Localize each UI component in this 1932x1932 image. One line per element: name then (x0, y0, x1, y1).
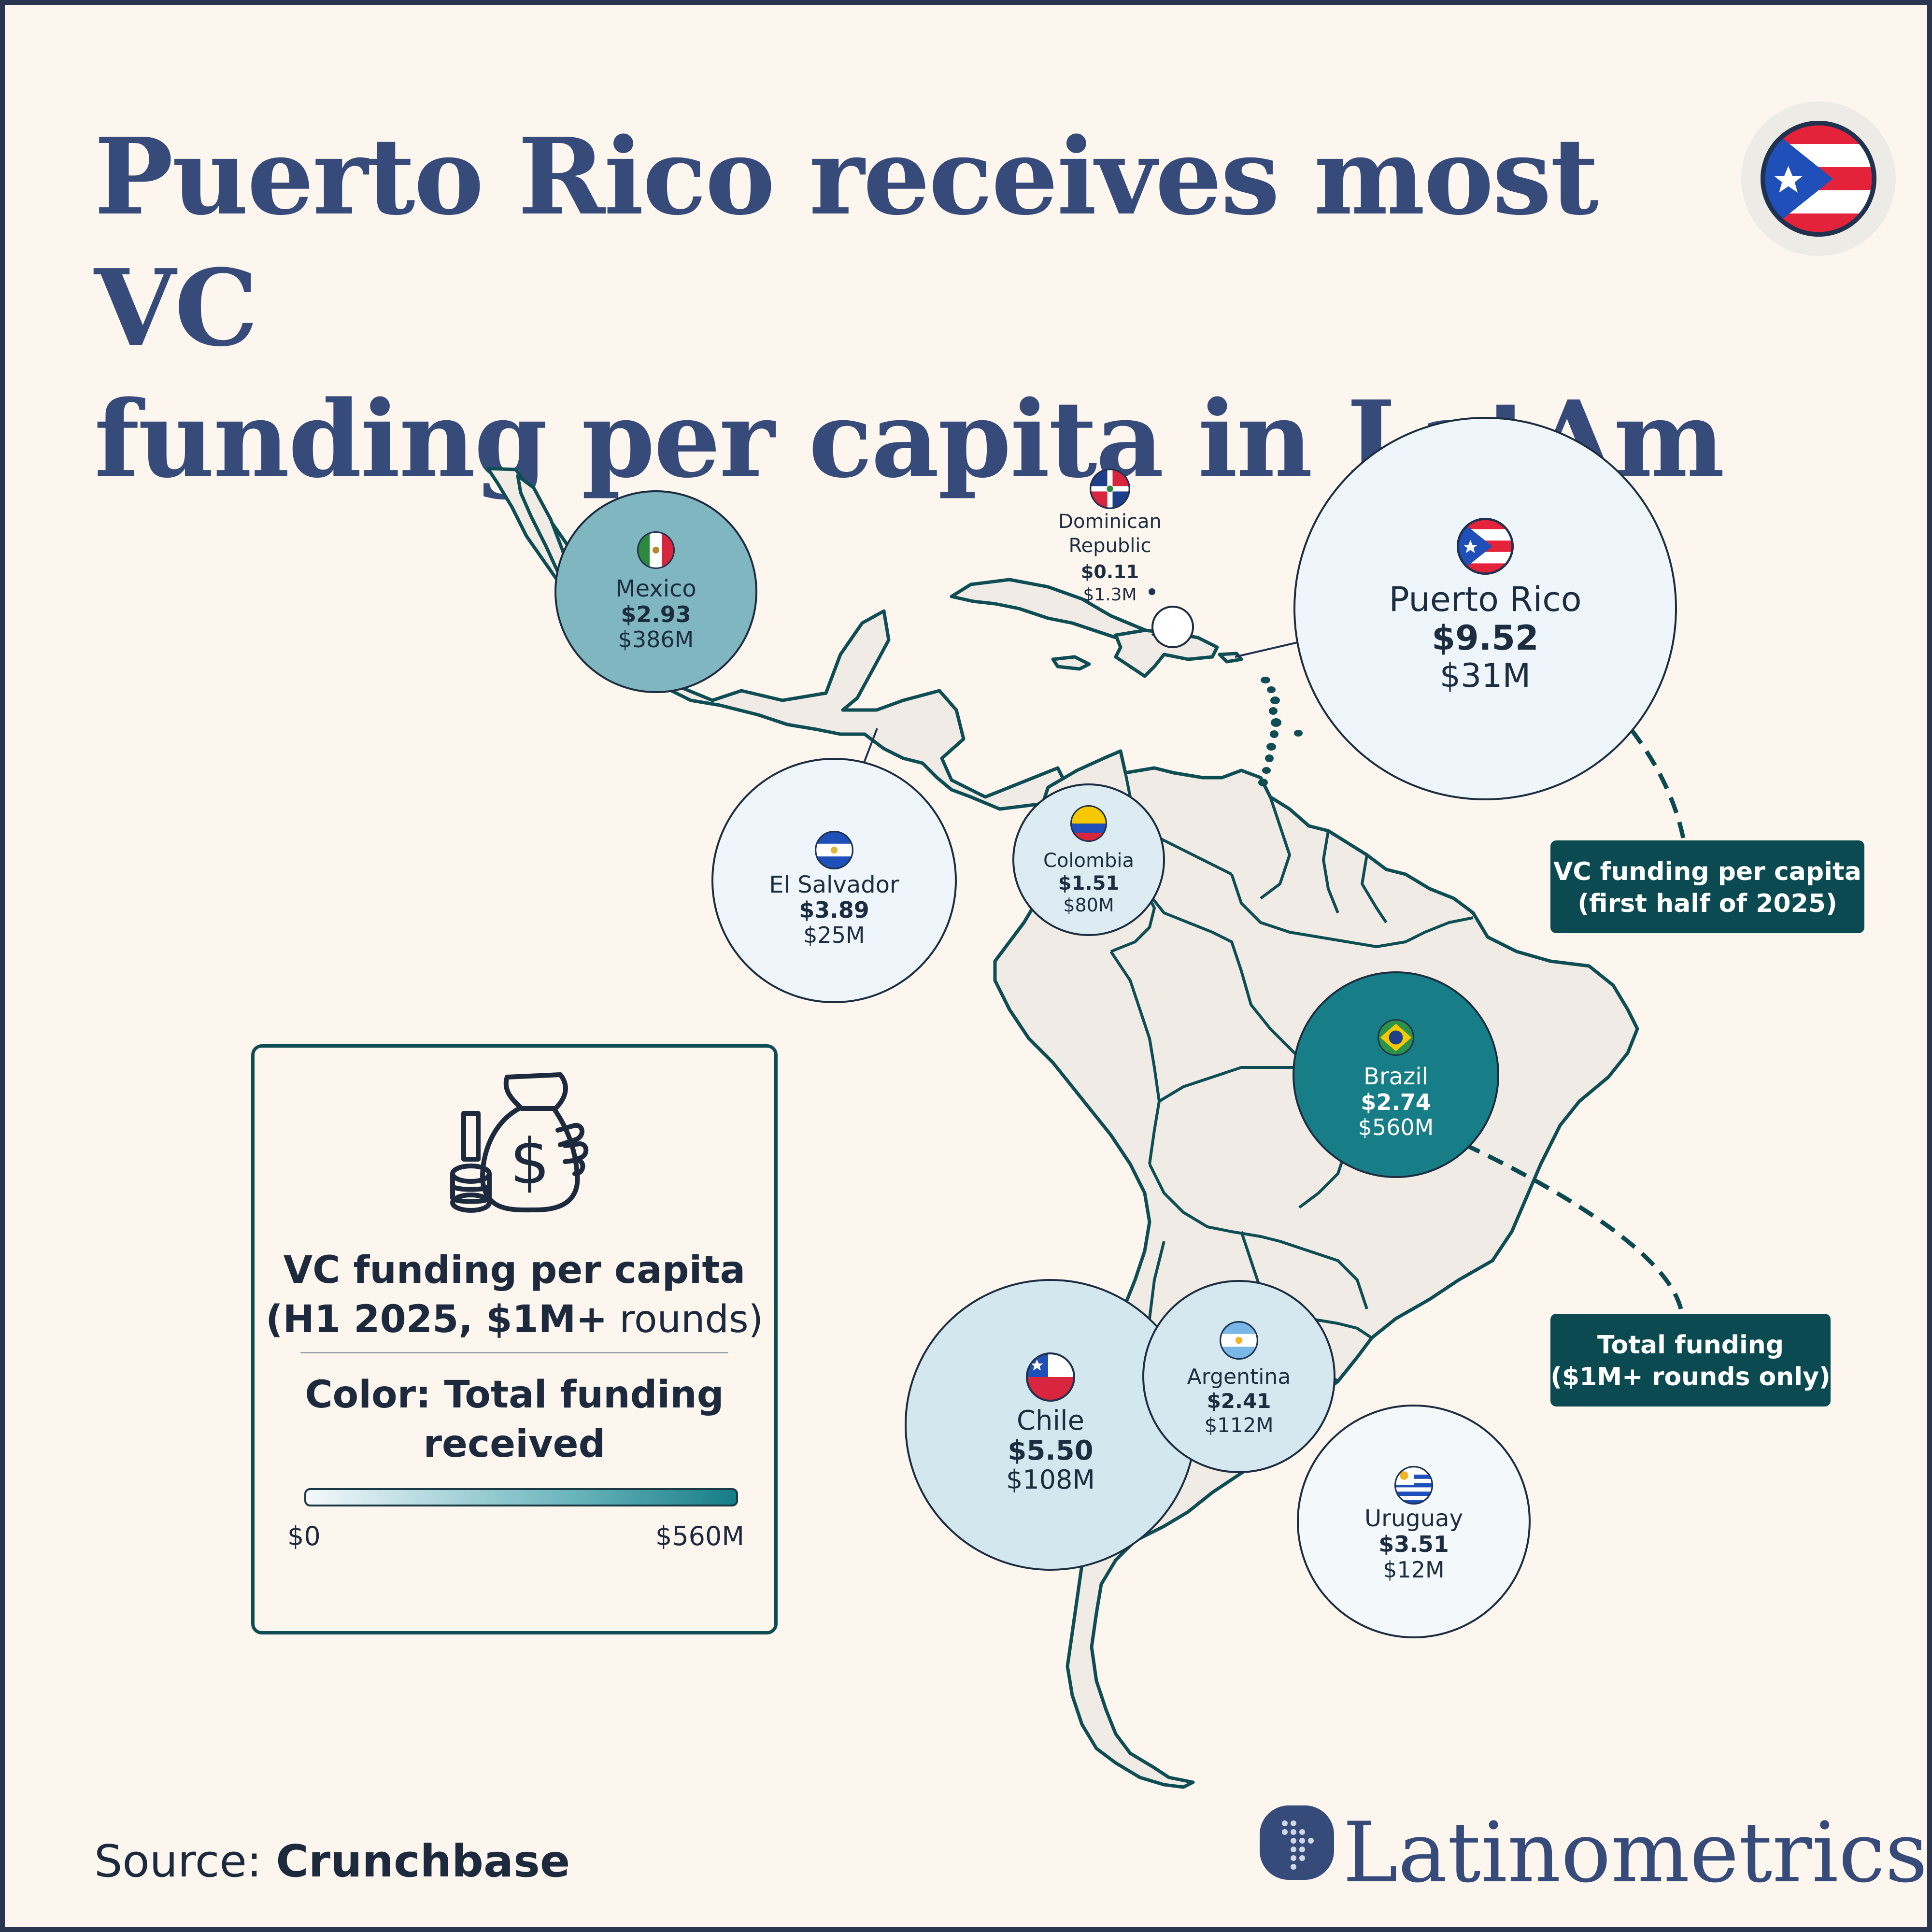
colombia-flag-icon (1070, 805, 1107, 842)
bubble-dominican-republic[interactable]: Dominican Republic $0.11 $1.3M (1058, 469, 1194, 648)
color-scale-min: $0 (287, 1521, 321, 1551)
bubble-uruguay[interactable]: Uruguay $3.51 $12M (1297, 1405, 1531, 1638)
bubble-per-capita: $1.51 (1058, 872, 1120, 895)
dr-name-line-2: Republic (1069, 535, 1151, 557)
per-capita-callout-line-2: (first half of 2025) (1577, 889, 1837, 918)
country-bubbles: Puerto Rico $9.52 $31M Mexico $2.93 $386… (554, 417, 1677, 1638)
bubble-total: $386M (618, 626, 694, 653)
puerto-rico-land (1218, 652, 1243, 664)
bubble-per-capita: $5.50 (1008, 1435, 1093, 1466)
argentina-flag-icon (1220, 1321, 1258, 1360)
dr-per-capita: $0.11 (1081, 561, 1139, 582)
bubble-argentina[interactable]: Argentina $2.41 $112M (1142, 1280, 1335, 1473)
dominican-republic-flag-icon (1090, 469, 1130, 509)
puerto-rico-flag-icon (1761, 121, 1876, 237)
bubble-brazil[interactable]: Brazil $2.74 $560M (1293, 971, 1499, 1178)
bubble-total: $25M (803, 922, 865, 948)
legend-title-main: VC funding per capita (283, 1249, 746, 1292)
total-funding-arrow (1430, 1127, 1683, 1310)
bubble-mexico[interactable]: Mexico $2.93 $386M (554, 490, 757, 693)
bubble-colombia[interactable]: Colombia $1.51 $80M (1012, 783, 1165, 936)
bubble-name: El Salvador (769, 871, 899, 898)
per-capita-callout-line-1: VC funding per capita (1553, 857, 1861, 886)
per-capita-callout: VC funding per capita (first half of 202… (1550, 840, 1864, 933)
bubble-per-capita: $3.89 (799, 897, 869, 923)
bubble-total: $108M (1006, 1464, 1095, 1495)
bubble-total: $80M (1063, 895, 1114, 916)
title-line-1: Puerto Rico receives most VC (94, 115, 1599, 370)
bubble-name: Mexico (615, 575, 696, 602)
bubble-total: $112M (1204, 1413, 1273, 1437)
bubble-name: Brazil (1364, 1063, 1428, 1090)
bubble-total: $12M (1383, 1557, 1445, 1583)
bubble-total: $560M (1358, 1114, 1434, 1140)
legend-color-label: Color: Total funding received (255, 1370, 774, 1469)
infographic: Puerto Rico receives most VC funding per… (5, 5, 1927, 1927)
money-bag-icon: $ (450, 1072, 589, 1213)
header-flag-badge (1741, 101, 1896, 256)
color-scale-bar (304, 1488, 738, 1506)
bubble-name: Chile (1017, 1405, 1084, 1436)
dr-name-line-1: Dominican (1058, 511, 1162, 533)
bubble-per-capita: $3.51 (1378, 1531, 1449, 1557)
bubble-puerto-rico[interactable]: Puerto Rico $9.52 $31M (1293, 417, 1677, 800)
total-funding-callout-line-1: Total funding (1597, 1331, 1784, 1360)
source-credit: Source: Crunchbase (94, 1835, 570, 1887)
source-name: Crunchbase (276, 1835, 570, 1887)
bubble-name: Colombia (1043, 850, 1134, 872)
bubble-el-salvador[interactable]: El Salvador $3.89 $25M (711, 758, 957, 1003)
mexico-flag-icon (637, 531, 675, 569)
bubble-name: Puerto Rico (1389, 580, 1581, 619)
svg-text:$: $ (510, 1125, 550, 1198)
bubble-chile[interactable]: Chile $5.50 $108M (905, 1279, 1196, 1571)
bubble-name: Uruguay (1364, 1505, 1463, 1532)
legend-title: VC funding per capita (H1 2025, $1M+ rou… (255, 1246, 774, 1344)
jamaica-land (1051, 655, 1091, 671)
latinometrics-logo-icon (1260, 1805, 1334, 1880)
legend-color-line-1: Color: Total funding (305, 1373, 724, 1417)
brazil-flag-icon (1378, 1019, 1414, 1056)
latam-map: Puerto Rico $9.52 $31M Mexico $2.93 $386… (450, 101, 1896, 1789)
bubble-name: Argentina (1187, 1364, 1291, 1389)
total-funding-callout-line-2: ($1M+ rounds only) (1550, 1363, 1831, 1392)
latinometrics-brand: Latinometrics (1343, 1804, 1927, 1901)
chile-flag-icon (1026, 1352, 1075, 1402)
el-salvador-flag-icon (815, 831, 853, 869)
bubble-per-capita: $2.41 (1207, 1389, 1271, 1413)
bubble-per-capita: $9.52 (1432, 618, 1538, 658)
puerto-rico-flag-icon (1457, 518, 1514, 575)
bubble-per-capita: $2.93 (621, 601, 691, 627)
source-label: Source: (94, 1835, 276, 1887)
dr-total: $1.3M (1083, 585, 1136, 605)
color-scale-max: $560M (655, 1521, 744, 1551)
legend-subtitle-open: (H1 2025, (265, 1298, 486, 1341)
dominican-republic-marker (1149, 588, 1155, 595)
legend-divider (300, 1352, 728, 1353)
legend-color-line-2: received (423, 1422, 606, 1466)
lesser-antilles (1258, 677, 1303, 786)
legend-subtitle-bold: $1M+ (486, 1298, 608, 1341)
uruguay-flag-icon (1394, 1466, 1433, 1505)
total-funding-callout: Total funding ($1M+ rounds only) (1550, 1314, 1831, 1406)
legend-subtitle-close: rounds) (607, 1298, 764, 1341)
bubble-total: $31M (1440, 657, 1531, 695)
legend: VC funding per capita (H1 2025, $1M+ rou… (251, 1044, 778, 1634)
bubble-per-capita: $2.74 (1361, 1089, 1431, 1115)
land (486, 467, 1639, 1789)
